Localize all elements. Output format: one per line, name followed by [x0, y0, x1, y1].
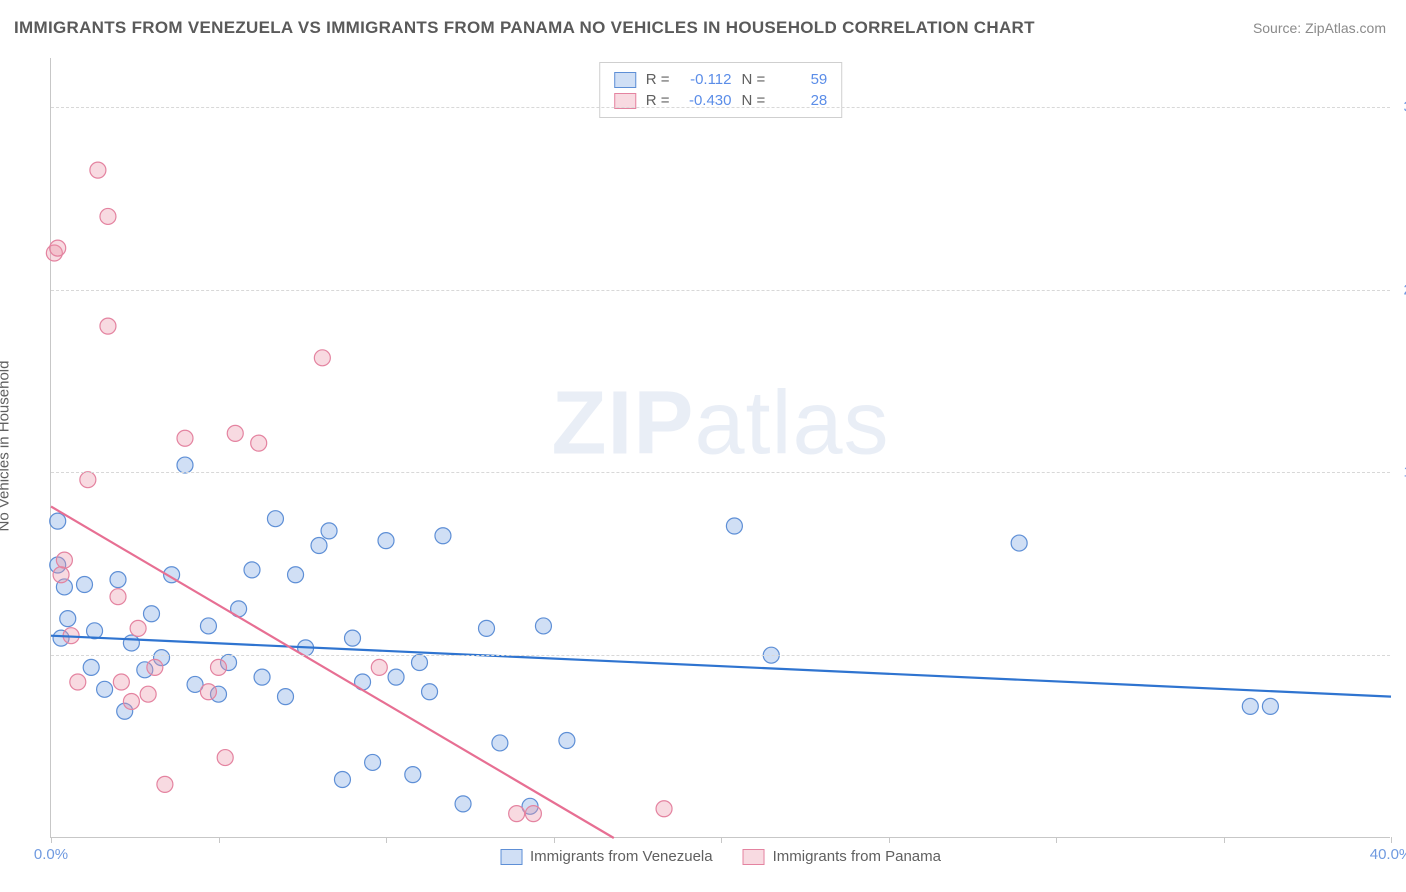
data-point [200, 618, 216, 634]
data-point [559, 733, 575, 749]
data-point [251, 435, 267, 451]
data-point [422, 684, 438, 700]
data-point [177, 457, 193, 473]
data-point [278, 689, 294, 705]
swatch-panama [743, 849, 765, 865]
data-point [378, 533, 394, 549]
data-point [110, 572, 126, 588]
data-point [412, 655, 428, 671]
x-tick [386, 837, 387, 843]
gridline [51, 107, 1390, 108]
data-point [123, 694, 139, 710]
data-point [492, 735, 508, 751]
data-point [97, 681, 113, 697]
data-point [123, 635, 139, 651]
data-point [509, 806, 525, 822]
data-point [1262, 698, 1278, 714]
data-point [144, 606, 160, 622]
bottom-legend: Immigrants from Venezuela Immigrants fro… [500, 848, 941, 865]
data-point [157, 776, 173, 792]
trend-line [51, 507, 614, 839]
data-point [1242, 698, 1258, 714]
legend-item-venezuela: Immigrants from Venezuela [500, 848, 713, 865]
data-point [211, 659, 227, 675]
data-point [53, 567, 69, 583]
data-point [244, 562, 260, 578]
gridline [51, 290, 1390, 291]
data-point [130, 620, 146, 636]
data-point [311, 538, 327, 554]
data-point [140, 686, 156, 702]
data-point [217, 750, 233, 766]
plot-svg [51, 58, 1390, 837]
data-point [365, 754, 381, 770]
data-point [371, 659, 387, 675]
data-point [254, 669, 270, 685]
data-point [334, 772, 350, 788]
data-point [50, 240, 66, 256]
x-tick [51, 837, 52, 843]
data-point [455, 796, 471, 812]
data-point [227, 425, 243, 441]
data-point [388, 669, 404, 685]
data-point [90, 162, 106, 178]
x-tick [889, 837, 890, 843]
data-point [100, 318, 116, 334]
data-point [77, 577, 93, 593]
data-point [479, 620, 495, 636]
data-point [50, 513, 66, 529]
swatch-venezuela [500, 849, 522, 865]
data-point [267, 511, 283, 527]
data-point [70, 674, 86, 690]
data-point [314, 350, 330, 366]
data-point [110, 589, 126, 605]
x-tick [554, 837, 555, 843]
x-tick [1224, 837, 1225, 843]
data-point [345, 630, 361, 646]
gridline [51, 472, 1390, 473]
data-point [656, 801, 672, 817]
trend-line [51, 636, 1391, 697]
y-axis-label: No Vehicles in Household [0, 361, 13, 532]
x-tick-label: 40.0% [1370, 846, 1406, 863]
data-point [288, 567, 304, 583]
data-point [113, 674, 129, 690]
data-point [435, 528, 451, 544]
data-point [100, 208, 116, 224]
x-tick [1391, 837, 1392, 843]
x-tick-label: 0.0% [34, 846, 68, 863]
x-tick [219, 837, 220, 843]
legend-label-venezuela: Immigrants from Venezuela [530, 848, 713, 865]
chart-title: IMMIGRANTS FROM VENEZUELA VS IMMIGRANTS … [14, 18, 1035, 38]
data-point [200, 684, 216, 700]
data-point [147, 659, 163, 675]
data-point [80, 472, 96, 488]
data-point [726, 518, 742, 534]
data-point [83, 659, 99, 675]
data-point [321, 523, 337, 539]
plot-area: ZIPatlas R = -0.112 N = 59 R = -0.430 N … [50, 58, 1390, 838]
data-point [177, 430, 193, 446]
data-point [56, 552, 72, 568]
legend-item-panama: Immigrants from Panama [743, 848, 941, 865]
data-point [1011, 535, 1027, 551]
data-point [535, 618, 551, 634]
data-point [60, 611, 76, 627]
data-point [525, 806, 541, 822]
gridline [51, 655, 1390, 656]
x-tick [1056, 837, 1057, 843]
x-tick [721, 837, 722, 843]
source-attribution: Source: ZipAtlas.com [1253, 20, 1386, 36]
data-point [405, 767, 421, 783]
legend-label-panama: Immigrants from Panama [773, 848, 941, 865]
